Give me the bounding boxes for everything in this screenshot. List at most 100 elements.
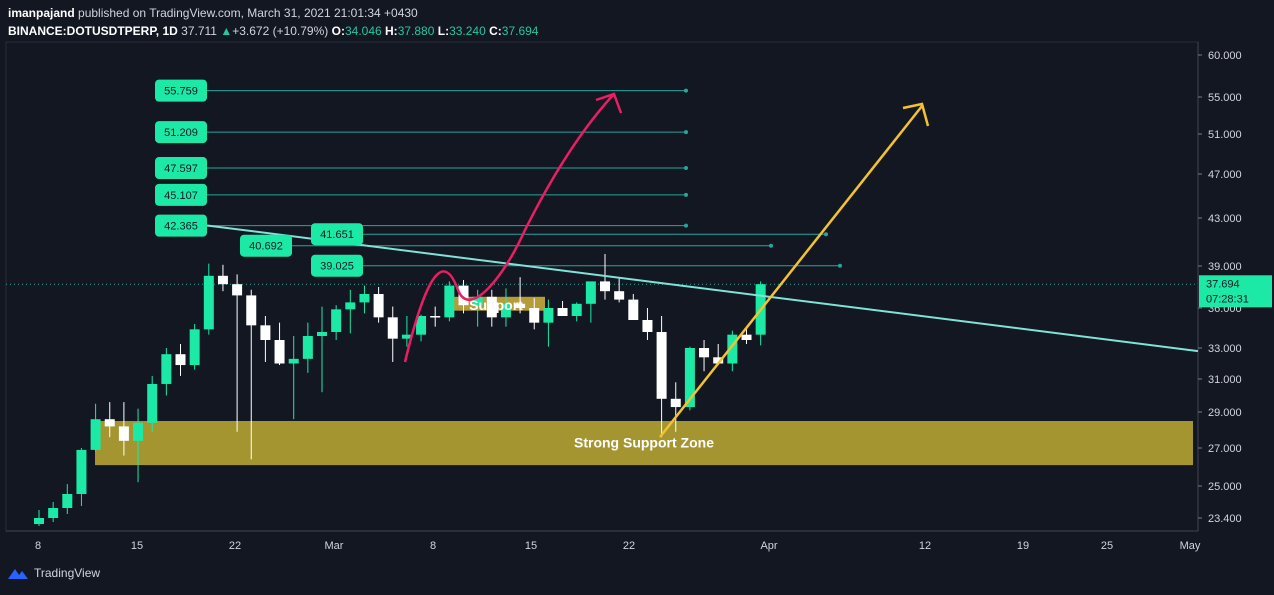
brand-name: TradingView xyxy=(34,566,101,580)
candle[interactable] xyxy=(203,275,214,330)
x-tick-label: Apr xyxy=(760,540,777,552)
last-price: 37.711 xyxy=(181,24,217,38)
chart-header: imanpajand published on TradingView.com,… xyxy=(8,4,538,40)
candle[interactable] xyxy=(628,299,639,320)
current-price-label: 37.694 xyxy=(1206,278,1240,290)
candle[interactable] xyxy=(684,348,695,408)
candle[interactable] xyxy=(571,303,582,316)
y-tick-label: 25.000 xyxy=(1208,481,1242,493)
y-tick-label: 43.000 xyxy=(1208,213,1242,225)
publish-info: published on TradingView.com, March 31, … xyxy=(78,6,418,20)
candle[interactable] xyxy=(727,334,738,364)
strong-support-zone[interactable] xyxy=(95,421,1193,466)
candle[interactable] xyxy=(331,309,342,332)
target-level-end xyxy=(838,263,842,268)
author-name[interactable]: imanpajand xyxy=(8,6,75,20)
candle[interactable] xyxy=(317,332,327,336)
candle[interactable] xyxy=(189,329,200,366)
level-tag[interactable] xyxy=(155,79,207,102)
x-tick-label: 22 xyxy=(229,540,241,552)
x-tick-label: 12 xyxy=(919,540,931,552)
candle[interactable] xyxy=(486,296,497,318)
candle[interactable] xyxy=(274,340,285,364)
candle[interactable] xyxy=(500,303,511,318)
target-level-end xyxy=(824,232,828,237)
candle[interactable] xyxy=(147,383,158,423)
candle[interactable] xyxy=(614,291,625,300)
candle[interactable] xyxy=(515,303,526,308)
y-tick-label: 31.000 xyxy=(1208,374,1242,386)
candle[interactable] xyxy=(444,285,455,318)
candle[interactable] xyxy=(387,317,398,339)
level-tag-label: 47.597 xyxy=(164,163,198,175)
y-tick-label: 55.000 xyxy=(1208,92,1242,104)
level-tag[interactable] xyxy=(155,214,207,237)
candle[interactable] xyxy=(699,348,710,358)
target-level-end xyxy=(769,243,773,248)
candle[interactable] xyxy=(656,332,667,399)
candle[interactable] xyxy=(642,320,653,332)
open-label: O: xyxy=(331,24,345,38)
support-label: Support xyxy=(469,297,523,313)
y-tick-label: 47.000 xyxy=(1208,169,1242,181)
x-tick-label: 8 xyxy=(430,540,436,552)
x-tick-label: 25 xyxy=(1101,540,1113,552)
candle[interactable] xyxy=(62,494,73,508)
candle[interactable] xyxy=(557,308,568,316)
candle[interactable] xyxy=(34,518,44,524)
level-tag-label: 40.692 xyxy=(249,241,283,253)
candle[interactable] xyxy=(401,334,412,339)
level-tag-label: 45.107 xyxy=(164,190,198,202)
candle[interactable] xyxy=(543,308,554,323)
candle[interactable] xyxy=(585,281,596,304)
candle[interactable] xyxy=(373,294,384,318)
level-tag[interactable] xyxy=(155,157,207,180)
candle[interactable] xyxy=(741,334,752,340)
candle[interactable] xyxy=(430,316,441,318)
descending-trendline[interactable] xyxy=(204,224,1199,353)
arrowhead-icon xyxy=(902,102,930,127)
candle[interactable] xyxy=(670,398,681,408)
target-level-end xyxy=(684,130,688,135)
arrowhead-icon xyxy=(595,92,623,114)
candle[interactable] xyxy=(90,419,101,450)
level-tag-label: 39.025 xyxy=(320,261,354,273)
bullish-projection-arrow[interactable] xyxy=(403,93,615,363)
candle[interactable] xyxy=(359,294,370,303)
candle[interactable] xyxy=(302,336,313,359)
candle[interactable] xyxy=(76,449,87,494)
candle[interactable] xyxy=(104,419,115,427)
candle[interactable] xyxy=(246,295,257,326)
level-tag[interactable] xyxy=(311,223,363,246)
candle[interactable] xyxy=(118,426,129,441)
candle[interactable] xyxy=(133,422,144,441)
candle[interactable] xyxy=(713,357,724,364)
level-tag[interactable] xyxy=(155,121,207,144)
level-tag[interactable] xyxy=(311,254,363,277)
candle[interactable] xyxy=(48,508,59,518)
bullish-target-arrow[interactable] xyxy=(659,105,923,438)
candle[interactable] xyxy=(600,281,610,292)
footer-brand[interactable]: TradingView xyxy=(8,566,100,580)
x-tick-label: Mar xyxy=(325,540,344,552)
candle[interactable] xyxy=(217,275,228,285)
candle[interactable] xyxy=(529,308,540,323)
level-tag-label: 41.651 xyxy=(320,229,354,241)
candle[interactable] xyxy=(288,358,299,364)
level-tag[interactable] xyxy=(155,183,207,206)
candle[interactable] xyxy=(345,302,356,310)
candle[interactable] xyxy=(472,296,483,306)
x-tick-label: 22 xyxy=(623,540,635,552)
low-value: 33.240 xyxy=(449,24,486,38)
level-tag[interactable] xyxy=(240,234,292,257)
candle[interactable] xyxy=(416,316,427,335)
candle[interactable] xyxy=(175,354,186,366)
candle[interactable] xyxy=(232,284,243,296)
publish-line: imanpajand published on TradingView.com,… xyxy=(8,4,538,22)
candle[interactable] xyxy=(458,285,469,306)
target-level-end xyxy=(684,223,688,228)
candle[interactable] xyxy=(161,354,172,384)
symbol-name[interactable]: BINANCE:DOTUSDTPERP, 1D xyxy=(8,24,178,38)
candle[interactable] xyxy=(260,325,271,340)
